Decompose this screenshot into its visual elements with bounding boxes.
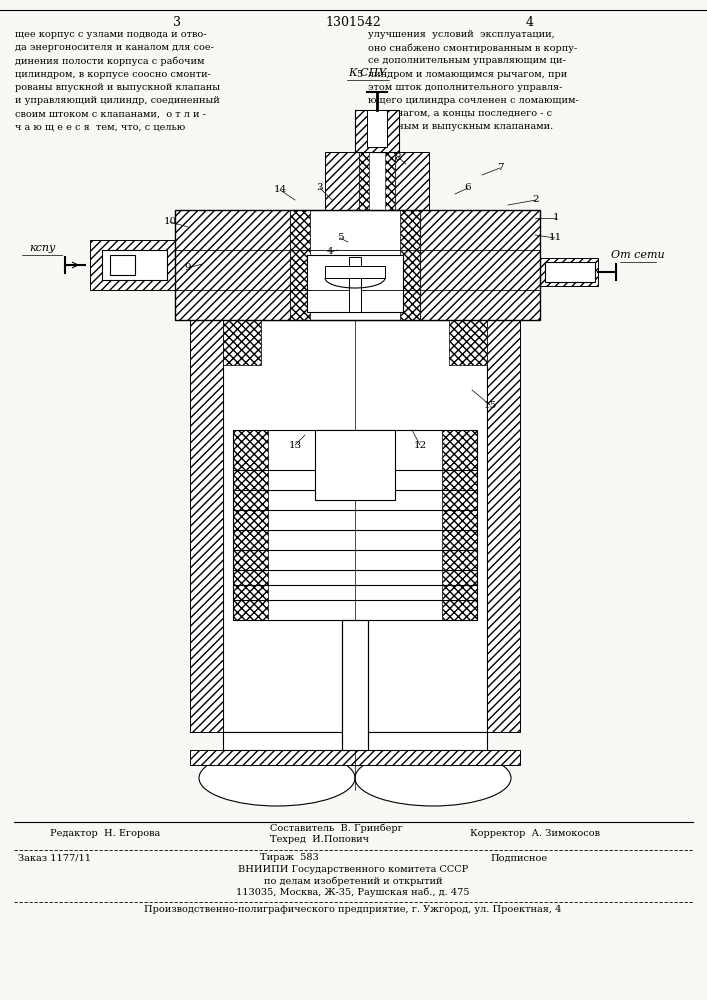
Text: и управляющий цилиндр, соединенный: и управляющий цилиндр, соединенный	[15, 96, 220, 105]
Bar	[385, 152, 395, 210]
Bar	[307, 255, 403, 312]
Text: 1301542: 1301542	[325, 16, 381, 29]
Text: Подписное: Подписное	[490, 854, 547, 862]
Text: 3: 3	[317, 184, 323, 192]
Ellipse shape	[199, 750, 355, 806]
Text: 6: 6	[464, 184, 472, 192]
Bar	[110, 255, 135, 275]
Bar	[223, 732, 487, 750]
Bar	[233, 430, 268, 620]
Bar	[175, 210, 540, 320]
Bar	[355, 110, 399, 152]
Text: Производственно-полиграфического предприятие, г. Ужгород, ул. Проектная, 4: Производственно-полиграфического предпри…	[144, 906, 561, 914]
Bar	[342, 620, 368, 750]
Text: 4: 4	[526, 16, 534, 29]
Text: ющего цилиндра сочленен с ломающим-: ющего цилиндра сочленен с ломающим-	[368, 96, 579, 105]
Text: От сети: От сети	[611, 250, 665, 260]
Text: се дополнительным управляющим ци-: се дополнительным управляющим ци-	[368, 56, 566, 65]
Bar	[540, 258, 598, 286]
Bar	[325, 266, 385, 278]
Text: 113035, Москва, Ж-35, Раушская наб., д. 475: 113035, Москва, Ж-35, Раушская наб., д. …	[236, 887, 469, 897]
Bar	[223, 320, 261, 365]
Bar	[190, 750, 520, 765]
Bar	[449, 320, 487, 365]
Text: 13: 13	[288, 440, 302, 450]
Text: 2: 2	[532, 196, 539, 205]
Text: 7: 7	[497, 163, 503, 172]
Polygon shape	[199, 750, 355, 778]
Text: Тираж  583: Тираж 583	[260, 854, 319, 862]
Text: 4: 4	[327, 247, 333, 256]
Text: рованы впускной и выпускной клапаны: рованы впускной и выпускной клапаны	[15, 83, 220, 92]
Text: ВНИИПИ Государственного комитета СССР: ВНИИПИ Государственного комитета СССР	[238, 865, 468, 874]
Text: Составитель  В. Гринберг: Составитель В. Гринберг	[270, 823, 403, 833]
Text: улучшения  условий  эксплуатации,: улучшения условий эксплуатации,	[368, 30, 555, 39]
Text: 5: 5	[337, 233, 344, 242]
Bar	[233, 430, 477, 620]
Bar	[175, 210, 540, 320]
Bar	[367, 110, 387, 147]
Bar	[290, 210, 420, 320]
Text: Заказ 1177/11: Заказ 1177/11	[18, 854, 91, 862]
Bar	[325, 152, 429, 210]
Text: своим штоком с клапанами,  о т л и -: своим штоком с клапанами, о т л и -	[15, 109, 206, 118]
Text: ч а ю щ е е с я  тем, что, с целью: ч а ю щ е е с я тем, что, с целью	[15, 122, 185, 131]
Text: цилиндром, в корпусе соосно смонти-: цилиндром, в корпусе соосно смонти-	[15, 70, 211, 79]
Bar	[442, 430, 477, 620]
Bar	[190, 320, 223, 732]
Text: этом шток дополнительного управля-: этом шток дополнительного управля-	[368, 83, 562, 92]
Text: линдром и ломающимся рычагом, при: линдром и ломающимся рычагом, при	[368, 70, 567, 79]
Text: 10: 10	[163, 218, 177, 227]
Text: впускным и выпускным клапанами.: впускным и выпускным клапанами.	[368, 122, 554, 131]
Bar	[359, 152, 369, 210]
Text: 9: 9	[185, 263, 192, 272]
Text: 1: 1	[553, 214, 559, 223]
Bar	[223, 320, 487, 732]
Text: 3: 3	[173, 16, 181, 29]
Text: 15: 15	[484, 400, 496, 410]
Text: К СПУ: К СПУ	[348, 68, 386, 78]
Text: кспу: кспу	[29, 243, 55, 253]
Text: 11: 11	[549, 233, 561, 242]
Bar	[290, 210, 310, 320]
Text: да энергоносителя и каналом для сое-: да энергоносителя и каналом для сое-	[15, 43, 214, 52]
Text: оно снабжено смонтированным в корпу-: оно снабжено смонтированным в корпу-	[368, 43, 577, 53]
Ellipse shape	[355, 750, 511, 806]
Bar	[349, 257, 361, 312]
Text: 5: 5	[356, 70, 362, 79]
Text: динения полости корпуса с рабочим: динения полости корпуса с рабочим	[15, 56, 204, 66]
Text: Техред  И.Попович: Техред И.Попович	[270, 836, 369, 844]
Bar	[487, 320, 520, 732]
Bar	[102, 250, 167, 280]
Text: щее корпус с узлами подвода и отво-: щее корпус с узлами подвода и отво-	[15, 30, 206, 39]
Text: 14: 14	[274, 186, 286, 194]
Text: ся рычагом, а концы последнего - с: ся рычагом, а концы последнего - с	[368, 109, 552, 118]
Bar	[355, 110, 399, 152]
Text: 8: 8	[395, 152, 402, 161]
Bar	[90, 240, 175, 290]
Text: по делам изобретений и открытий: по делам изобретений и открытий	[264, 876, 443, 886]
Text: Корректор  А. Зимокосов: Корректор А. Зимокосов	[470, 830, 600, 838]
Bar	[400, 210, 420, 320]
Bar	[359, 152, 395, 210]
Text: 12: 12	[414, 440, 426, 450]
Text: Редактор  Н. Егорова: Редактор Н. Егорова	[50, 830, 160, 838]
Bar	[315, 430, 395, 500]
Bar	[545, 262, 595, 282]
